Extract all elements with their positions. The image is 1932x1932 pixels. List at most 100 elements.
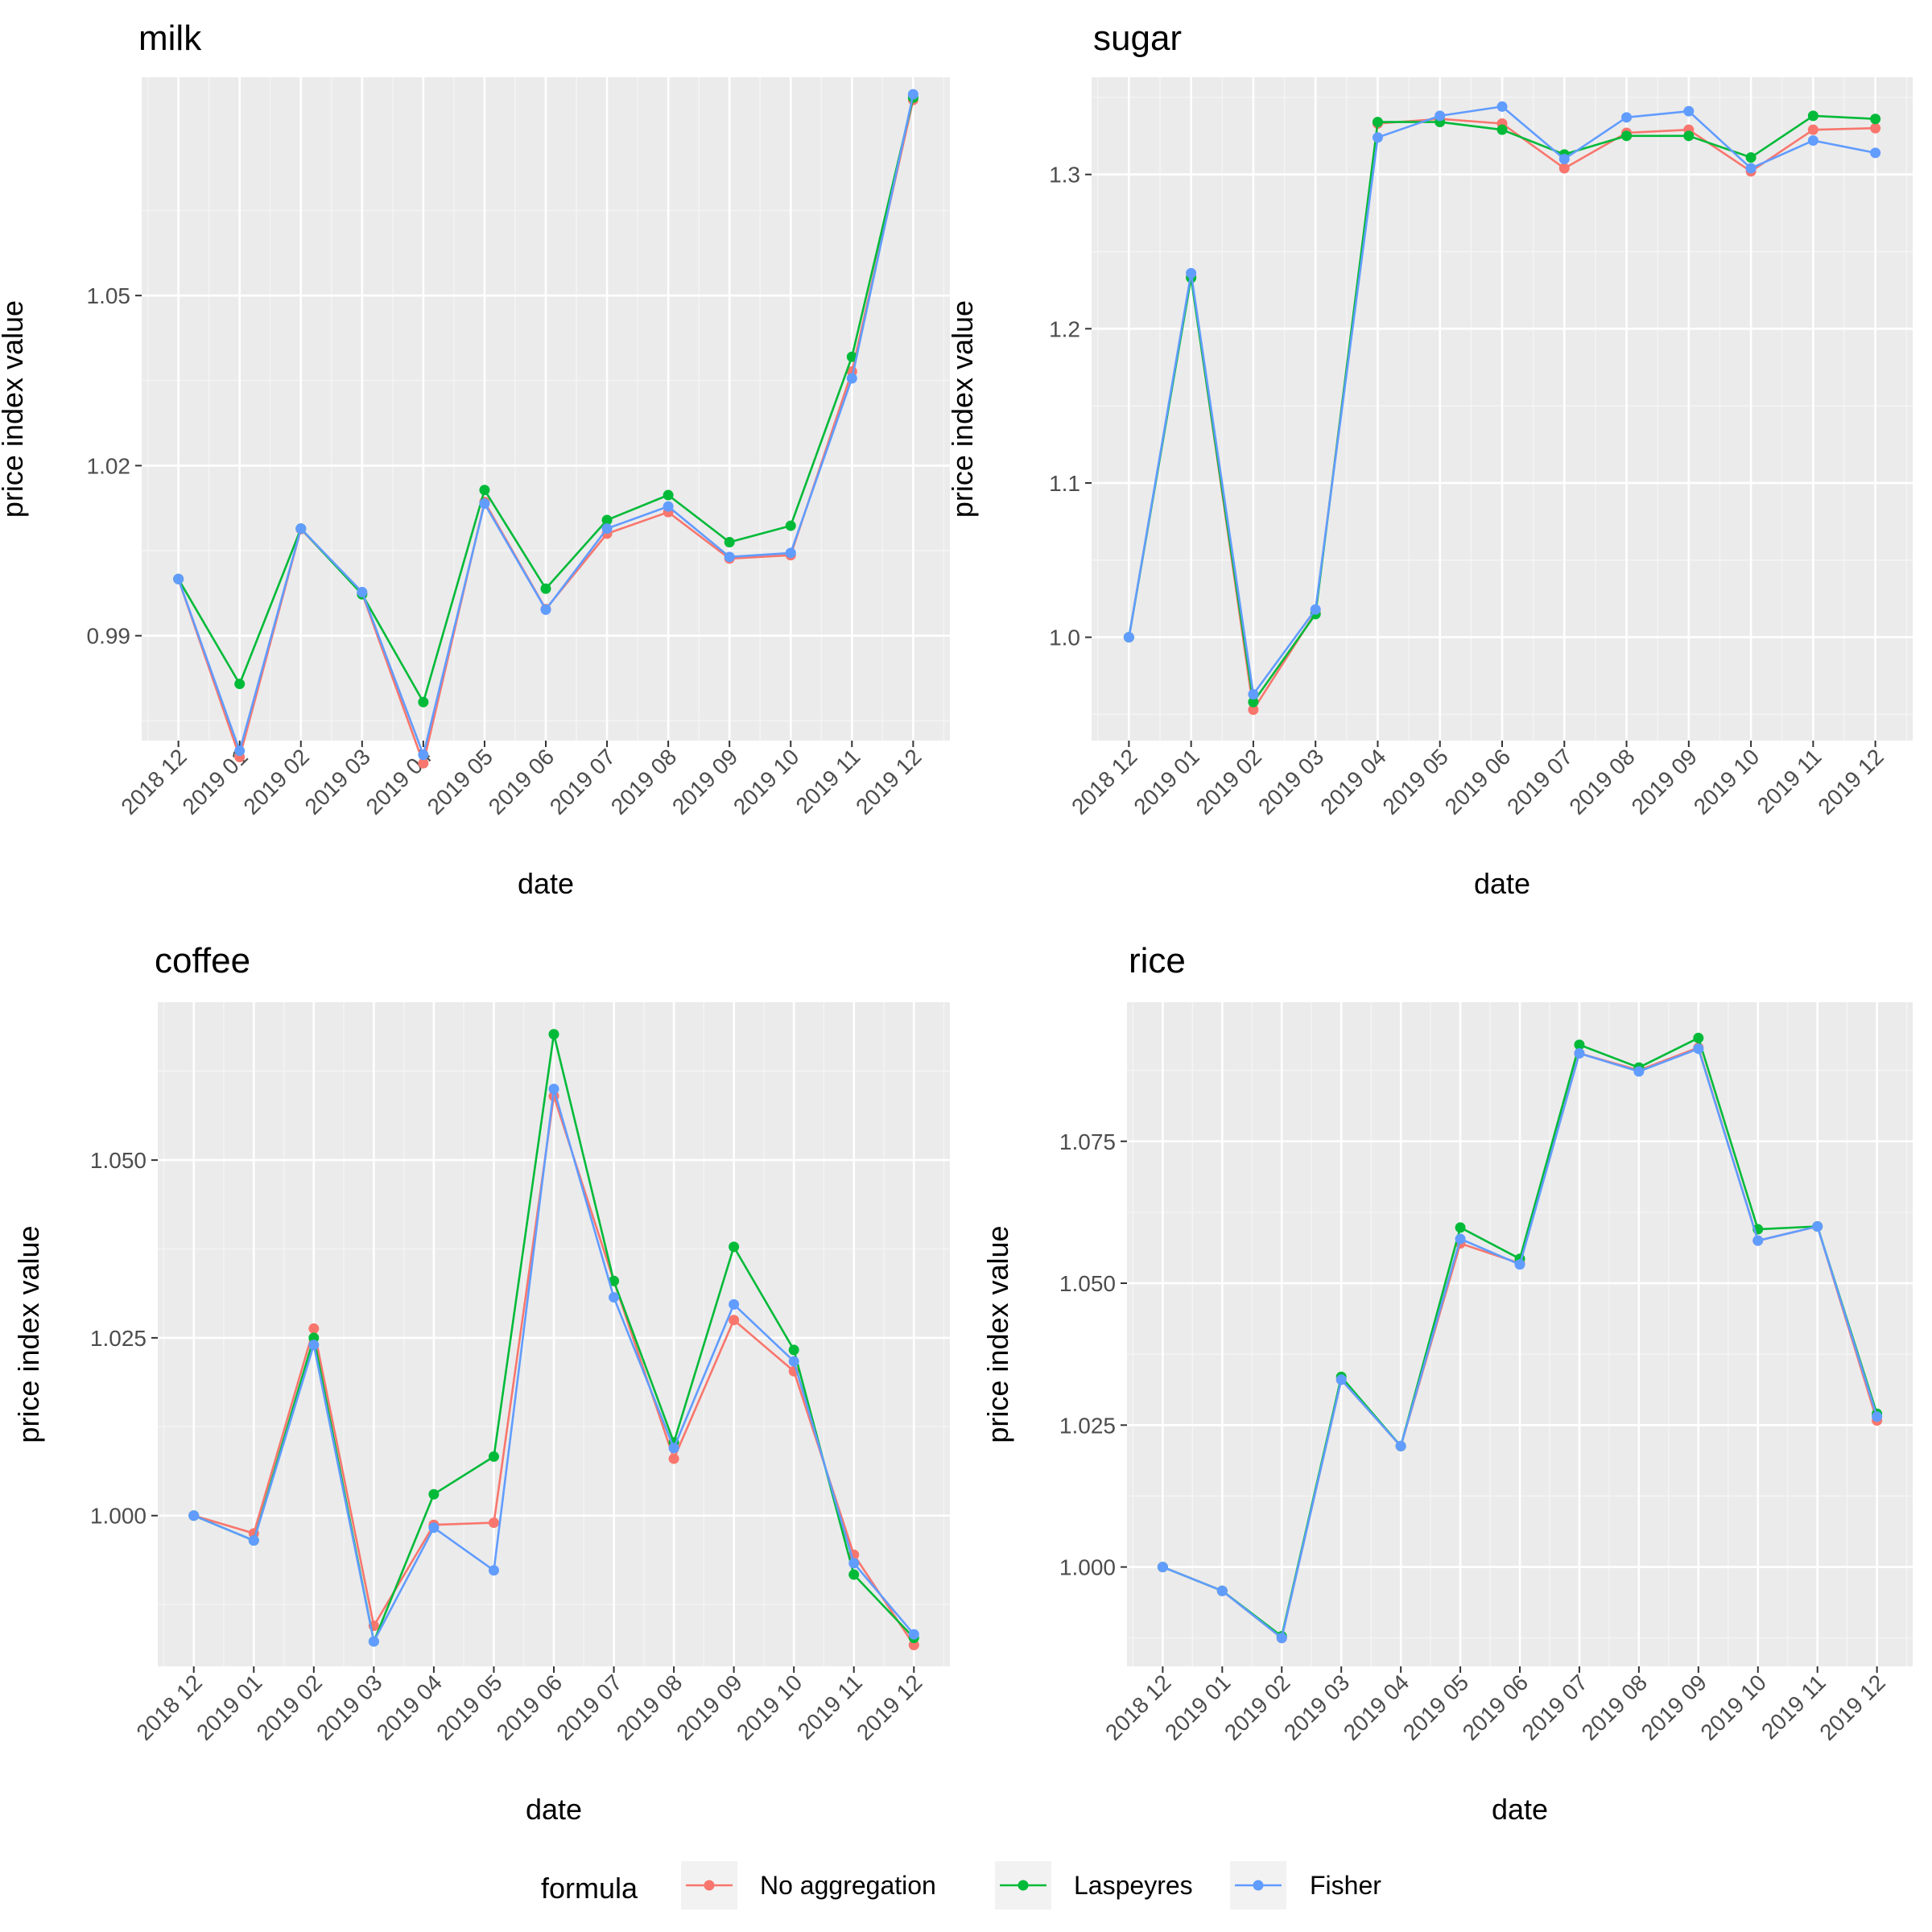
y-tick-label: 1.025 <box>90 1326 147 1351</box>
x-tick-label: 2019 02 <box>1191 744 1266 819</box>
x-tick-label: 2019 12 <box>1813 744 1888 819</box>
series-fisher <box>188 1084 919 1647</box>
data-point <box>724 551 735 563</box>
data-point <box>788 1356 799 1367</box>
series-laspeyres <box>1123 110 1881 708</box>
legend-key-point <box>1253 1880 1264 1891</box>
legend-item-laspeyres: Laspeyres <box>995 1861 1193 1909</box>
legend-keys: No aggregation Laspeyres Fisher <box>681 1861 1381 1909</box>
x-tick-label: 2019 01 <box>1129 744 1203 819</box>
data-point <box>295 523 307 535</box>
data-point <box>1807 124 1818 135</box>
data-point <box>908 1629 919 1640</box>
data-point <box>548 1084 559 1095</box>
x-axis-title: date <box>1492 1793 1548 1826</box>
x-axis-title: date <box>518 867 574 900</box>
data-point <box>308 1340 320 1351</box>
data-point <box>188 1510 200 1521</box>
data-point <box>357 586 368 597</box>
data-point <box>488 1517 499 1529</box>
data-point <box>1514 1259 1525 1270</box>
data-point <box>1455 1233 1466 1245</box>
data-point <box>1335 1374 1347 1385</box>
x-tick-label: 2019 07 <box>1502 744 1577 819</box>
y-tick-label: 1.02 <box>87 453 131 478</box>
data-point <box>540 583 551 594</box>
x-axis-title: date <box>1474 867 1530 900</box>
data-point <box>1745 163 1757 174</box>
x-tick-label: 2019 01 <box>1160 1670 1235 1744</box>
x-tick-label: 2018 12 <box>1067 744 1141 819</box>
x-tick-label: 2019 10 <box>729 744 803 819</box>
data-point <box>1455 1222 1466 1233</box>
x-tick-label: 2019 08 <box>612 1670 687 1744</box>
data-point <box>724 537 735 548</box>
x-tick-label: 2019 09 <box>1627 744 1702 819</box>
data-point <box>1496 124 1508 135</box>
x-tick-label: 2019 04 <box>372 1670 447 1744</box>
data-point <box>1157 1562 1168 1573</box>
x-tick-label: 2019 10 <box>1689 744 1764 819</box>
data-point <box>1870 147 1881 159</box>
data-point <box>663 489 674 501</box>
x-tick-label: 2019 04 <box>1315 744 1390 819</box>
y-tick-label: 1.3 <box>1049 163 1080 188</box>
y-tick-label: 1.05 <box>87 283 131 308</box>
x-tick-label: 2019 09 <box>667 744 742 819</box>
data-point <box>1633 1066 1645 1077</box>
x-tick-label: 2019 06 <box>1440 744 1515 819</box>
y-tick-label: 1.000 <box>90 1504 147 1529</box>
series-fisher <box>173 89 919 761</box>
x-tick-label: 2019 12 <box>1814 1670 1889 1744</box>
data-point <box>1683 105 1695 117</box>
data-point <box>488 1565 499 1576</box>
x-tick-label: 2019 01 <box>192 1670 266 1744</box>
x-tick-label: 2019 03 <box>1279 1670 1354 1744</box>
panel-title: rice <box>1129 941 1186 980</box>
x-tick-label: 2019 05 <box>1398 1670 1473 1744</box>
x-axis-title: date <box>526 1793 582 1826</box>
x-tick-label: 2018 12 <box>116 744 191 819</box>
x-tick-label: 2019 06 <box>492 1670 567 1744</box>
x-tick-label: 2019 10 <box>1696 1670 1771 1744</box>
data-point <box>1248 704 1259 716</box>
series-fisher <box>1157 1043 1883 1644</box>
x-tick-label: 2019 09 <box>671 1670 746 1744</box>
x-tick-label: 2019 02 <box>239 744 314 819</box>
x-tick-label: 2019 07 <box>545 744 620 819</box>
x-tick-label: 2019 09 <box>1637 1670 1711 1744</box>
data-point <box>488 1451 499 1462</box>
y-tick-label: 1.0 <box>1049 625 1080 650</box>
data-point <box>234 679 246 690</box>
data-point <box>1574 1039 1585 1051</box>
data-point <box>846 373 857 384</box>
x-tick-label: 2019 06 <box>1458 1670 1533 1744</box>
data-point <box>1310 604 1321 615</box>
x-tick-label: 2019 08 <box>606 744 681 819</box>
data-point <box>785 520 796 531</box>
data-point <box>1435 110 1446 122</box>
data-point <box>1870 114 1881 125</box>
x-tick-label: 2019 11 <box>793 1670 867 1744</box>
data-point <box>248 1535 259 1546</box>
data-point <box>1872 1411 1883 1422</box>
y-axis-title: price index value <box>981 1225 1014 1443</box>
data-point <box>1248 689 1259 700</box>
data-point <box>1812 1221 1823 1232</box>
x-tick-label: 2019 08 <box>1577 1670 1652 1744</box>
y-axis-title: price index value <box>12 1225 45 1443</box>
data-point <box>428 1522 440 1534</box>
data-point <box>1496 101 1508 112</box>
x-tick-label: 2019 11 <box>1752 744 1827 818</box>
data-point <box>418 696 429 708</box>
data-point <box>1558 154 1570 165</box>
data-point <box>428 1488 440 1500</box>
legend: formula No aggregation Laspeyres Fisher <box>541 1861 1381 1909</box>
legend-title: formula <box>541 1872 638 1905</box>
data-point <box>418 749 429 761</box>
data-point <box>668 1453 679 1464</box>
data-point <box>729 1241 740 1253</box>
